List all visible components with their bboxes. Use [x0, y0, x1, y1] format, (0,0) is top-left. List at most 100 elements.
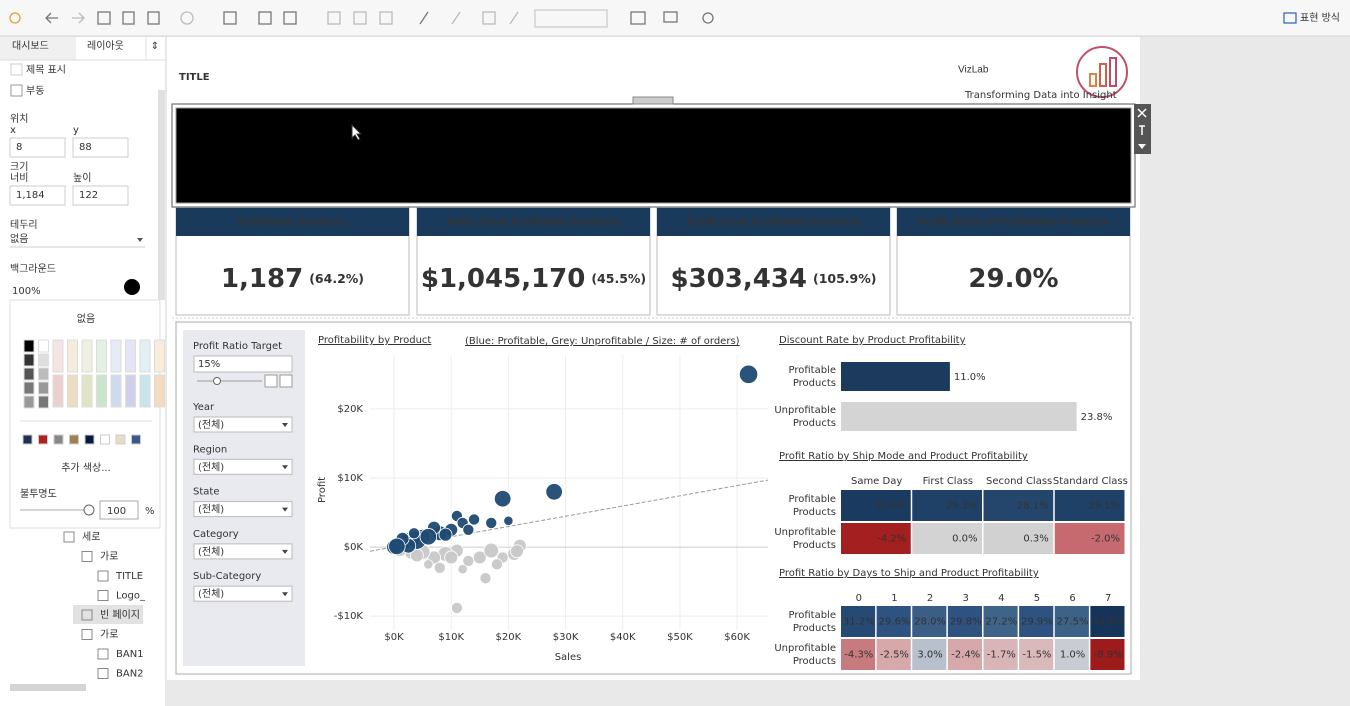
swatch[interactable]: [139, 339, 151, 373]
swatch[interactable]: [110, 339, 122, 373]
share[interactable]: [702, 12, 714, 24]
swatch[interactable]: [23, 353, 35, 367]
tab-label[interactable]: 대시보드: [12, 40, 49, 52]
swatch[interactable]: [69, 434, 79, 445]
input[interactable]: [72, 137, 129, 158]
label-toggle[interactable]: [482, 11, 496, 25]
dropdown-value[interactable]: 없음: [10, 232, 28, 245]
redo[interactable]: [72, 12, 85, 24]
opacity-input[interactable]: [99, 500, 139, 520]
swatch[interactable]: [154, 339, 165, 373]
color-none[interactable]: 없음: [77, 312, 95, 325]
tree-item[interactable]: 가로: [100, 629, 118, 641]
filter-dropdown[interactable]: [193, 501, 293, 518]
undo[interactable]: [45, 12, 58, 24]
tree-item[interactable]: BAN2: [116, 669, 144, 680]
checkbox[interactable]: [10, 84, 23, 97]
pin[interactable]: [1139, 125, 1145, 135]
swatch[interactable]: [52, 339, 64, 373]
highlight[interactable]: [419, 11, 429, 25]
tab-menu[interactable]: ⇕: [151, 41, 159, 52]
filter-dropdown[interactable]: [193, 458, 293, 475]
swatch[interactable]: [38, 367, 49, 381]
checkbox[interactable]: [10, 63, 23, 76]
kpi-value-text: $303,434 (105.9%): [670, 264, 876, 294]
clear[interactable]: [283, 11, 297, 25]
fit-dropdown[interactable]: [534, 9, 608, 28]
sidebar-scrollbar[interactable]: [158, 90, 165, 300]
show-me[interactable]: [630, 11, 646, 25]
duplicate[interactable]: [147, 11, 160, 25]
blank-object[interactable]: [175, 107, 1132, 204]
filter-input[interactable]: [193, 355, 293, 373]
swatch[interactable]: [22, 434, 33, 445]
add-data[interactable]: [223, 11, 237, 25]
swatch[interactable]: [131, 434, 141, 445]
tree-item[interactable]: Logo_: [116, 591, 146, 602]
more-colors[interactable]: 추가 색상...: [61, 462, 111, 474]
sort-desc[interactable]: [379, 11, 393, 25]
swatch[interactable]: [110, 374, 122, 408]
swatch[interactable]: [125, 374, 136, 408]
presentation-mode[interactable]: [663, 11, 678, 23]
tree-icon: [97, 570, 109, 582]
swap[interactable]: [258, 11, 272, 25]
swatch[interactable]: [96, 339, 107, 373]
swatch[interactable]: [67, 374, 78, 408]
swatch[interactable]: [81, 374, 93, 408]
input[interactable]: [9, 185, 66, 206]
swatch[interactable]: [96, 374, 107, 408]
swatch[interactable]: [125, 339, 136, 373]
swatch[interactable]: [38, 434, 48, 445]
swatch[interactable]: [139, 374, 151, 408]
dropdown-arrow[interactable]: [137, 238, 143, 242]
refresh[interactable]: [180, 11, 194, 25]
swap-axes[interactable]: [327, 11, 341, 25]
swatch[interactable]: [23, 381, 35, 395]
swatch[interactable]: [38, 353, 49, 367]
presentation-label[interactable]: 표현 방식: [1300, 12, 1340, 24]
attach[interactable]: [451, 11, 461, 25]
drag-handle[interactable]: [632, 96, 674, 105]
swatch[interactable]: [84, 434, 95, 445]
swatch[interactable]: [100, 434, 110, 445]
h-scrollbar[interactable]: [10, 684, 86, 691]
swatch[interactable]: [23, 367, 35, 381]
swatch[interactable]: [53, 434, 64, 445]
swatch[interactable]: [154, 374, 165, 408]
tree-item[interactable]: TITLE: [115, 571, 143, 582]
color-swatch[interactable]: [124, 279, 140, 295]
sort-asc[interactable]: [353, 11, 367, 25]
tree-item[interactable]: BAN1: [116, 649, 144, 660]
swatch[interactable]: [81, 339, 93, 373]
input[interactable]: [9, 137, 66, 158]
step-button[interactable]: [279, 374, 293, 388]
pin[interactable]: [509, 11, 519, 25]
tab-label[interactable]: 레이아웃: [87, 40, 124, 52]
cell-label: 0.0%: [952, 534, 977, 545]
swatch[interactable]: [23, 395, 35, 409]
swatch[interactable]: [67, 339, 78, 373]
swatch[interactable]: [38, 381, 49, 395]
swatch[interactable]: [23, 339, 35, 353]
tree-item[interactable]: 가로: [100, 551, 118, 563]
slider-thumb[interactable]: [213, 377, 221, 385]
tree-item[interactable]: 빈 페이지: [100, 609, 140, 621]
tab-dashboard[interactable]: [0, 37, 76, 60]
tree-item[interactable]: 세로: [82, 531, 100, 543]
filter-dropdown[interactable]: [193, 585, 293, 602]
swatch[interactable]: [115, 434, 126, 445]
remove[interactable]: [1137, 108, 1147, 118]
input[interactable]: [72, 185, 129, 206]
filter-dropdown[interactable]: [193, 543, 293, 560]
save[interactable]: [97, 11, 111, 25]
slider-thumb[interactable]: [83, 504, 95, 516]
swatch[interactable]: [38, 339, 49, 353]
swatch[interactable]: [52, 374, 64, 408]
more-options[interactable]: [1138, 144, 1146, 149]
filter-dropdown[interactable]: [193, 416, 293, 433]
swatch[interactable]: [38, 395, 49, 409]
column-header: 7: [1105, 593, 1111, 604]
new-sheet[interactable]: [122, 11, 135, 25]
step-button[interactable]: [264, 374, 278, 388]
